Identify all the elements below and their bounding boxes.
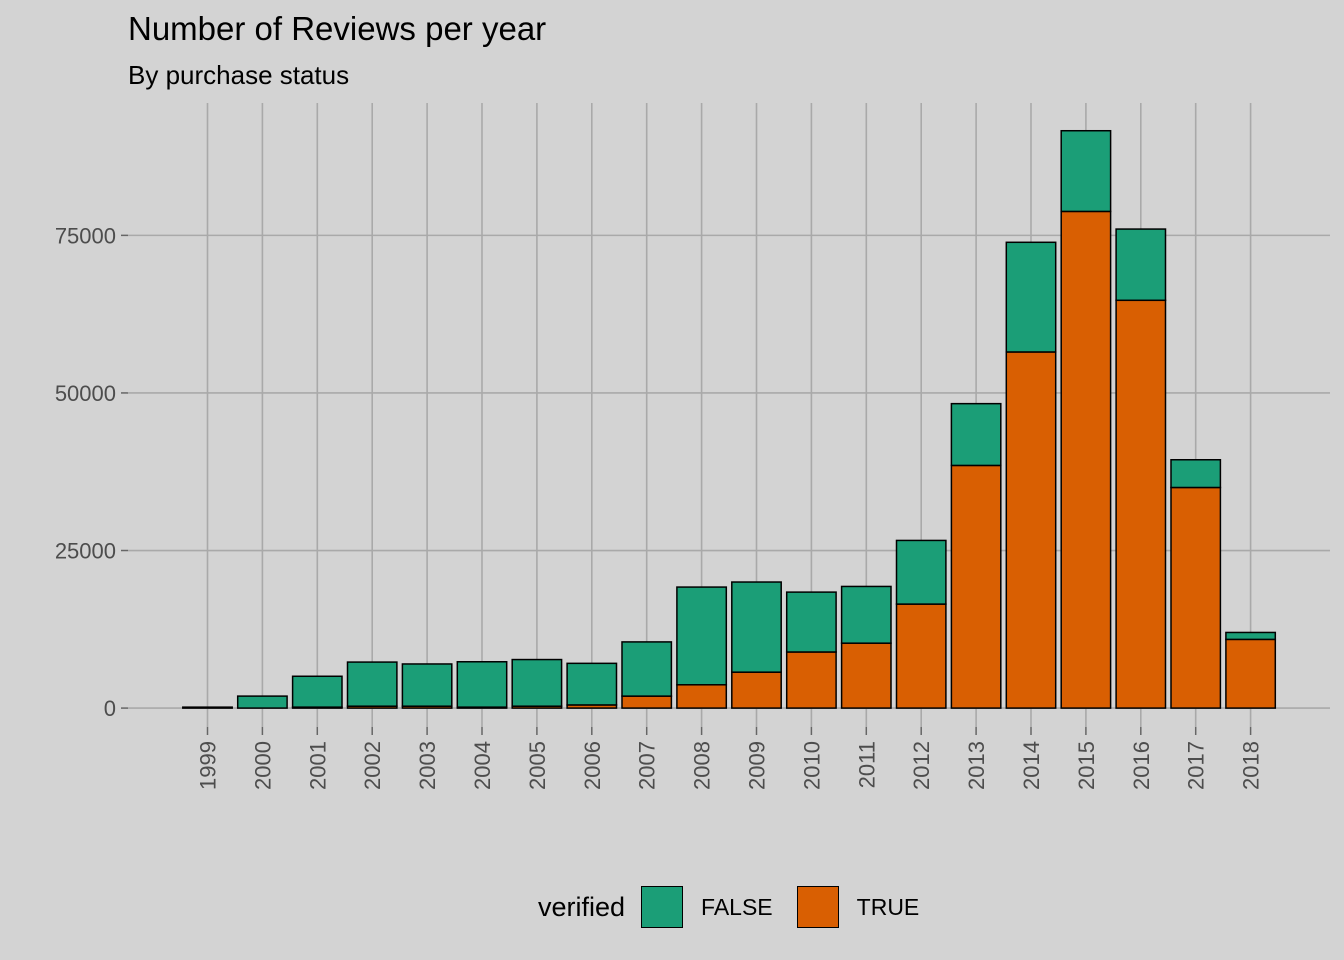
bar-true-2012 <box>895 603 947 709</box>
legend-key-false <box>641 886 684 928</box>
y-tick-label: 75000 <box>55 223 116 248</box>
x-tick-label: 2009 <box>745 741 770 790</box>
bar-false-2017 <box>1170 459 1222 489</box>
x-tick-label: 2018 <box>1239 741 1264 790</box>
bar-false-2012 <box>895 539 947 605</box>
x-tick-label: 2001 <box>305 741 330 790</box>
x-tick-label: 2002 <box>360 741 385 790</box>
x-tick-label: 2015 <box>1074 741 1099 790</box>
bar-false-2003 <box>401 663 453 707</box>
bar-true-2018 <box>1225 638 1277 709</box>
bar-true-2009 <box>731 671 782 709</box>
chart-title: Number of Reviews per year <box>128 10 547 47</box>
y-tick-label: 0 <box>104 696 116 721</box>
bar-false-2015 <box>1060 129 1112 213</box>
bar-false-2007 <box>621 641 673 697</box>
x-tick-label: 2010 <box>799 741 824 790</box>
bar-false-2006 <box>566 662 618 706</box>
bar-false-2010 <box>785 591 837 653</box>
bar-true-2014 <box>1005 351 1057 709</box>
bar-false-2009 <box>731 581 782 673</box>
x-tick-label: 2008 <box>690 741 715 790</box>
bar-false-2018 <box>1225 631 1277 641</box>
bar-false-2013 <box>950 402 1002 467</box>
bar-false-2004 <box>456 661 508 708</box>
x-tick-label: 2000 <box>250 741 275 790</box>
bar-false-2001 <box>291 675 343 708</box>
x-tick-label: 2014 <box>1019 741 1044 790</box>
x-tick-label: 2017 <box>1184 741 1209 790</box>
bar-false-2002 <box>346 661 398 707</box>
bar-true-2013 <box>950 464 1002 709</box>
bar-true-2008 <box>676 684 728 709</box>
x-tick-label: 2016 <box>1129 741 1154 790</box>
bar-true-2015 <box>1060 210 1112 709</box>
x-tick-label: 2007 <box>635 741 660 790</box>
bar-false-2000 <box>236 695 288 709</box>
x-tick-label: 2004 <box>470 741 495 790</box>
bar-false-2016 <box>1115 228 1167 302</box>
x-tick-label: 2013 <box>964 741 989 790</box>
x-tick-label: 2006 <box>580 741 605 790</box>
legend-title: verified <box>538 891 626 922</box>
x-tick-label: 2012 <box>909 741 934 790</box>
y-tick-label: 50000 <box>55 381 116 406</box>
bar-false-2005 <box>511 658 563 707</box>
legend-label-false: FALSE <box>701 893 773 920</box>
x-tick-label: 2003 <box>415 741 440 790</box>
x-tick-label: 2005 <box>525 741 550 790</box>
bar-false-2014 <box>1005 241 1057 353</box>
bar-true-2010 <box>785 651 837 709</box>
chart-subtitle: By purchase status <box>128 60 350 90</box>
bar-false-2008 <box>676 586 728 686</box>
bar-true-2017 <box>1170 486 1222 709</box>
bar-true-2016 <box>1115 299 1167 709</box>
bar-true-2007 <box>621 695 673 709</box>
y-tick-label: 25000 <box>55 539 116 564</box>
x-tick-label: 1999 <box>196 741 221 790</box>
legend-key-true <box>796 886 839 928</box>
bar-false-1999 <box>182 706 233 709</box>
bar-false-2011 <box>840 585 892 644</box>
x-tick-label: 2011 <box>854 741 879 788</box>
legend: verified FALSE TRUE <box>538 884 943 930</box>
legend-label-true: TRUE <box>856 893 920 920</box>
bar-true-2011 <box>840 642 892 709</box>
